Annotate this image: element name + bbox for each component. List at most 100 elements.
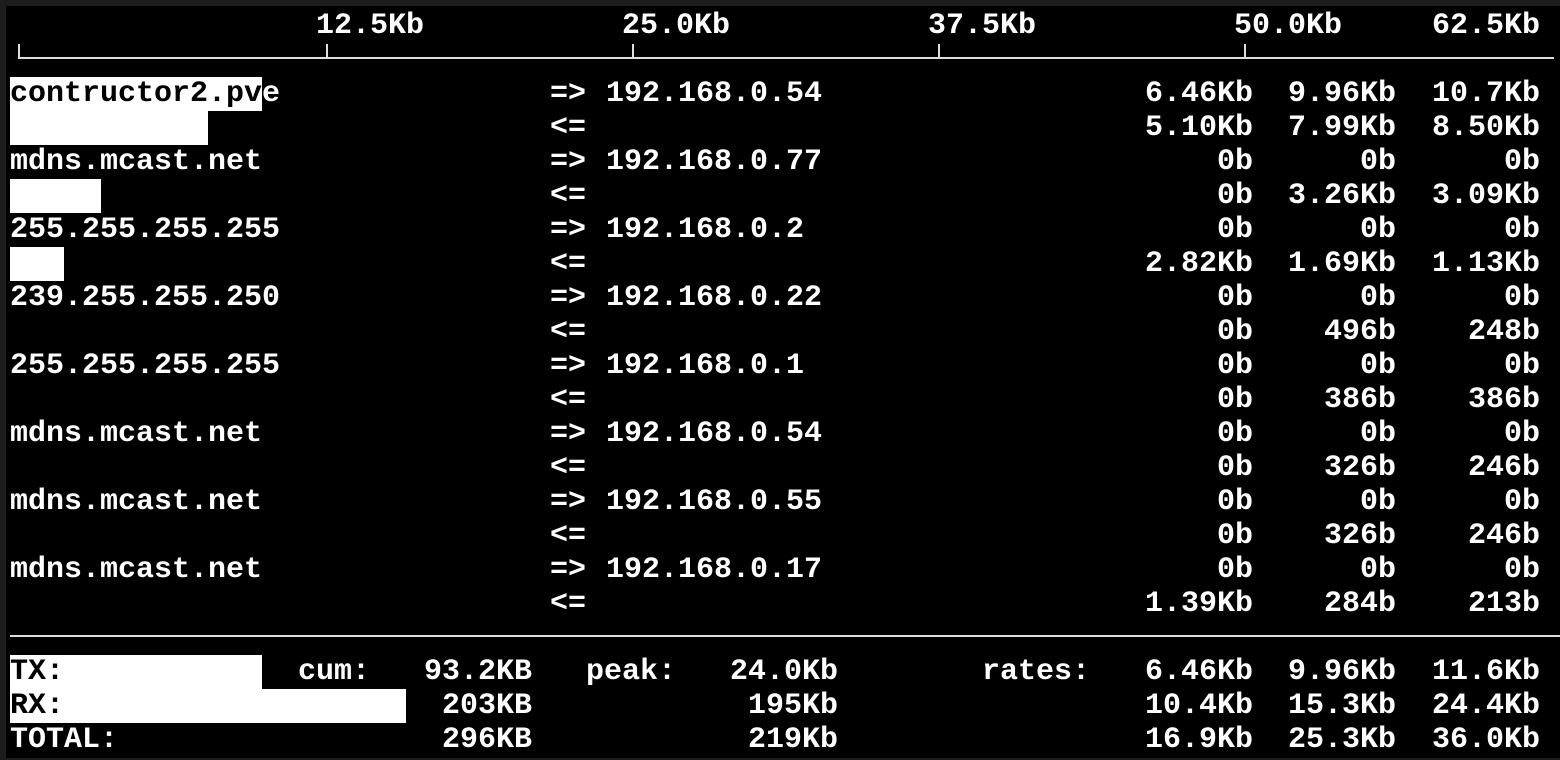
tx-rate: 0b — [1503, 281, 1540, 315]
rx-rate: 386b — [1323, 383, 1396, 417]
tx-arrow: => — [550, 553, 587, 587]
tx-rate: 10.7Kb — [1431, 77, 1540, 111]
flow-peer: 192.168.0.22 — [606, 281, 823, 315]
flow-host: mdns.mcast.net — [10, 485, 263, 519]
tx-arrow: => — [550, 349, 587, 383]
flow-peer: 192.168.0.54 — [606, 417, 823, 451]
tx-rate: 0b — [1503, 145, 1540, 179]
rx-arrow: <= — [550, 383, 587, 417]
cum-value: 203KB — [441, 689, 532, 723]
tx-rate: 0b — [1359, 417, 1396, 451]
rx-arrow: <= — [550, 519, 587, 553]
rx-rate: 386b — [1467, 383, 1540, 417]
rx-rate: 0b — [1216, 179, 1253, 213]
tx-rate: 0b — [1503, 349, 1540, 383]
scale-label: 12.5Kb — [315, 9, 424, 43]
separator — [10, 635, 1560, 637]
scale-label: 62.5Kb — [1431, 9, 1540, 43]
tx-rate: 0b — [1216, 145, 1253, 179]
tx-bandwidth-bar — [10, 77, 262, 111]
rx-bandwidth-bar — [10, 111, 208, 145]
rx-rate: 3.09Kb — [1431, 179, 1540, 213]
tx-rate: 0b — [1359, 485, 1396, 519]
rx-rate: 1.13Kb — [1431, 247, 1540, 281]
rx-rate: 3.26Kb — [1287, 179, 1396, 213]
tx-rate: 0b — [1359, 213, 1396, 247]
total-rate: 6.46Kb — [1144, 655, 1253, 689]
peak-value: 24.0Kb — [729, 655, 838, 689]
rx-rate: 0b — [1216, 315, 1253, 349]
rx-rate: 213b — [1467, 587, 1540, 621]
tx-arrow: => — [550, 417, 587, 451]
tx-bandwidth-bar — [10, 655, 262, 689]
rx-rate: 0b — [1216, 519, 1253, 553]
rx-rate: 248b — [1467, 315, 1540, 349]
scale-tick — [326, 44, 328, 58]
rates-label: rates: — [982, 655, 1091, 689]
flow-peer: 192.168.0.77 — [606, 145, 823, 179]
flow-peer: 192.168.0.54 — [606, 77, 823, 111]
rx-rate: 1.39Kb — [1144, 587, 1253, 621]
flow-peer: 192.168.0.55 — [606, 485, 823, 519]
rx-rate: 7.99Kb — [1287, 111, 1396, 145]
scale-tick — [938, 44, 940, 58]
tx-rate: 0b — [1216, 485, 1253, 519]
flow-host: mdns.mcast.net — [10, 145, 263, 179]
rx-bandwidth-bar — [10, 179, 101, 213]
flow-host: mdns.mcast.net — [10, 417, 263, 451]
flow-host: mdns.mcast.net — [10, 553, 263, 587]
tx-rate: 0b — [1503, 417, 1540, 451]
tx-rate: 0b — [1216, 349, 1253, 383]
rx-bandwidth-bar — [10, 689, 406, 723]
tx-rate: 0b — [1503, 485, 1540, 519]
tx-arrow: => — [550, 281, 587, 315]
tx-rate: 0b — [1359, 145, 1396, 179]
rx-rate: 2.82Kb — [1144, 247, 1253, 281]
rx-rate: 246b — [1467, 451, 1540, 485]
tx-arrow: => — [550, 213, 587, 247]
rx-arrow: <= — [550, 315, 587, 349]
rx-rate: 246b — [1467, 519, 1540, 553]
scale-tick — [18, 44, 20, 58]
tx-rate: 0b — [1503, 213, 1540, 247]
tx-rate: 6.46Kb — [1144, 77, 1253, 111]
rx-arrow: <= — [550, 451, 587, 485]
tx-rate: 0b — [1503, 553, 1540, 587]
flow-host: 255.255.255.255 — [10, 213, 281, 247]
cum-value: 296KB — [441, 723, 532, 757]
tx-rate: 0b — [1216, 417, 1253, 451]
scale-label: 50.0Kb — [1233, 9, 1342, 43]
rx-bandwidth-bar — [10, 247, 64, 281]
tx-rate: 0b — [1359, 553, 1396, 587]
flow-peer: 192.168.0.17 — [606, 553, 823, 587]
rx-rate: 284b — [1323, 587, 1396, 621]
total-rate: 36.0Kb — [1431, 723, 1540, 757]
scale-axis — [18, 57, 1554, 59]
flow-host: 255.255.255.255 — [10, 349, 281, 383]
scale-label: 37.5Kb — [927, 9, 1036, 43]
total-rate: 11.6Kb — [1431, 655, 1540, 689]
tx-rate: 0b — [1359, 349, 1396, 383]
peak-label: peak: — [586, 655, 677, 689]
tx-rate: 0b — [1216, 213, 1253, 247]
scale-tick — [1244, 44, 1246, 58]
total-rate: 25.3Kb — [1287, 723, 1396, 757]
cum-value: 93.2KB — [423, 655, 532, 689]
total-rate: 10.4Kb — [1144, 689, 1253, 723]
flow-peer: 192.168.0.1 — [606, 349, 805, 383]
total-rate: 24.4Kb — [1431, 689, 1540, 723]
tx-arrow: => — [550, 485, 587, 519]
scale-label: 25.0Kb — [621, 9, 730, 43]
peak-value: 219Kb — [747, 723, 838, 757]
tx-arrow: => — [550, 145, 587, 179]
total-rate: 9.96Kb — [1287, 655, 1396, 689]
rx-rate: 8.50Kb — [1431, 111, 1540, 145]
tx-rate: 0b — [1216, 553, 1253, 587]
tx-rate: 0b — [1216, 281, 1253, 315]
rx-arrow: <= — [550, 247, 587, 281]
tx-arrow: => — [550, 77, 587, 111]
peak-value: 195Kb — [747, 689, 838, 723]
rx-rate: 326b — [1323, 451, 1396, 485]
tx-rate: 0b — [1359, 281, 1396, 315]
